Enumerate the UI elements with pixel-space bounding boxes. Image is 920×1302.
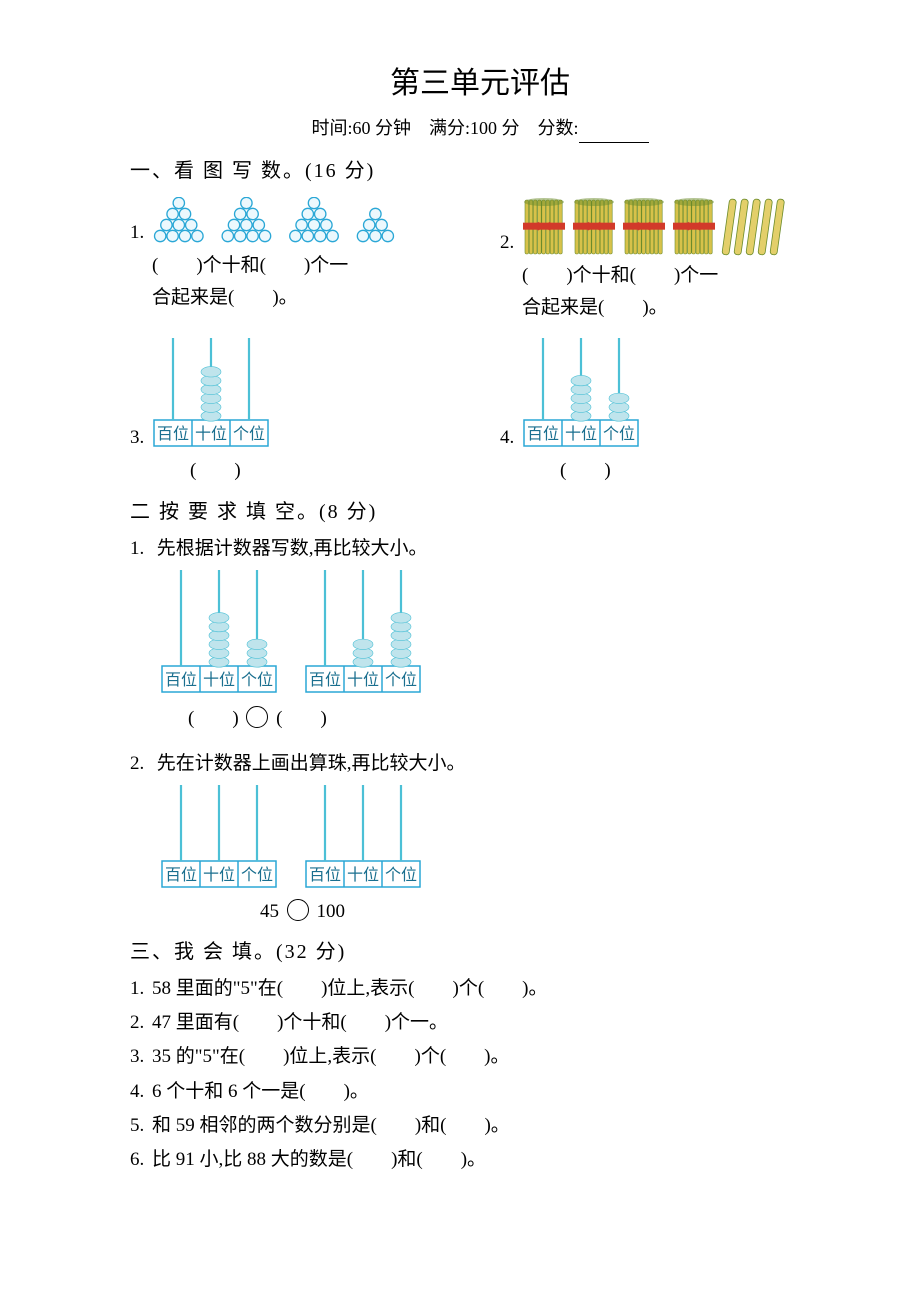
compare-circle-icon[interactable] xyxy=(246,706,268,728)
svg-text:十位: 十位 xyxy=(347,671,379,689)
svg-text:百位: 百位 xyxy=(165,671,197,689)
list-item: 1.58 里面的"5"在( )位上,表示( )个( )。 xyxy=(130,974,830,1004)
list-item: 4.6 个十和 6 个一是( )。 xyxy=(130,1077,830,1107)
item-num: 2. xyxy=(130,1008,152,1038)
svg-text:个位: 个位 xyxy=(241,866,273,884)
s2q2-right-num: 100 xyxy=(317,901,346,922)
svg-text:十位: 十位 xyxy=(347,866,379,884)
q1-line2: 合起来是( )。 xyxy=(152,283,460,313)
item-num: 4. xyxy=(130,1077,152,1107)
full-label: 满分:100 分 xyxy=(429,118,520,138)
svg-text:个位: 个位 xyxy=(385,866,417,884)
s2q2-abacus-b: 百位十位个位 xyxy=(304,781,426,893)
list-item: 5.和 59 相邻的两个数分别是( )和( )。 xyxy=(130,1111,830,1141)
s2q2-num: 2. xyxy=(130,749,152,779)
q4-answer: ( ) xyxy=(560,456,830,486)
item-text: 和 59 相邻的两个数分别是( )和( )。 xyxy=(152,1115,510,1136)
item-text: 58 里面的"5"在( )位上,表示( )个( )。 xyxy=(152,978,547,999)
svg-text:十位: 十位 xyxy=(195,425,227,443)
time-label: 时间:60 分钟 xyxy=(311,118,411,138)
s2q1-right: ( ) xyxy=(276,708,327,729)
item-num: 5. xyxy=(130,1111,152,1141)
section2-heading: 二 按 要 求 填 空。(8 分) xyxy=(130,496,830,528)
svg-text:个位: 个位 xyxy=(233,425,265,443)
q4-figure: 百位十位个位 xyxy=(522,334,644,452)
item-text: 35 的"5"在( )位上,表示( )个( )。 xyxy=(152,1046,509,1067)
section3-list: 1.58 里面的"5"在( )位上,表示( )个( )。2.47 里面有( )个… xyxy=(130,974,830,1176)
s2q1-abacus-a: 百位十位个位 xyxy=(160,566,282,698)
section3-heading: 三、我 会 填。(32 分) xyxy=(130,936,830,968)
s2q2-abacus-a: 百位十位个位 xyxy=(160,781,282,893)
s2q1-left: ( ) xyxy=(188,708,239,729)
svg-text:百位: 百位 xyxy=(309,671,341,689)
q3-num: 3. xyxy=(130,423,152,453)
s2q2-left-num: 45 xyxy=(260,901,279,922)
q1-figure xyxy=(152,197,396,247)
list-item: 3.35 的"5"在( )位上,表示( )个( )。 xyxy=(130,1042,830,1072)
item-num: 6. xyxy=(130,1145,152,1175)
q2-figure xyxy=(522,197,787,257)
s2q2-text: 先在计数器上画出算珠,再比较大小。 xyxy=(157,753,466,774)
svg-text:百位: 百位 xyxy=(157,425,189,443)
svg-text:百位: 百位 xyxy=(527,425,559,443)
page-title: 第三单元评估 xyxy=(130,60,830,108)
q2-line2: 合起来是( )。 xyxy=(522,293,830,323)
svg-text:十位: 十位 xyxy=(565,425,597,443)
q2-line1: ( )个十和( )个一 xyxy=(522,261,830,291)
item-num: 1. xyxy=(130,974,152,1004)
compare-circle-icon[interactable] xyxy=(287,899,309,921)
q3-answer: ( ) xyxy=(190,456,460,486)
item-text: 6 个十和 6 个一是( )。 xyxy=(152,1081,369,1102)
svg-text:个位: 个位 xyxy=(603,425,635,443)
q3-figure: 百位十位个位 xyxy=(152,334,274,452)
svg-text:个位: 个位 xyxy=(241,671,273,689)
svg-text:十位: 十位 xyxy=(203,866,235,884)
score-label: 分数: xyxy=(538,118,579,138)
score-blank[interactable] xyxy=(579,142,649,143)
meta-line: 时间:60 分钟 满分:100 分 分数: xyxy=(130,114,830,143)
svg-text:十位: 十位 xyxy=(203,671,235,689)
svg-text:个位: 个位 xyxy=(385,671,417,689)
item-text: 47 里面有( )个十和( )个一。 xyxy=(152,1012,448,1033)
svg-text:百位: 百位 xyxy=(165,866,197,884)
list-item: 2.47 里面有( )个十和( )个一。 xyxy=(130,1008,830,1038)
q2-num: 2. xyxy=(500,228,522,258)
item-num: 3. xyxy=(130,1042,152,1072)
list-item: 6.比 91 小,比 88 大的数是( )和( )。 xyxy=(130,1145,830,1175)
s2q1-abacus-b: 百位十位个位 xyxy=(304,566,426,698)
item-text: 比 91 小,比 88 大的数是( )和( )。 xyxy=(152,1149,486,1170)
svg-text:百位: 百位 xyxy=(309,866,341,884)
section1-heading: 一、看 图 写 数。(16 分) xyxy=(130,155,830,187)
q1-line1: ( )个十和( )个一 xyxy=(152,251,460,281)
q1-num: 1. xyxy=(130,218,152,248)
s2q1-num: 1. xyxy=(130,534,152,564)
q4-num: 4. xyxy=(500,423,522,453)
s2q1-text: 先根据计数器写数,再比较大小。 xyxy=(157,538,428,559)
